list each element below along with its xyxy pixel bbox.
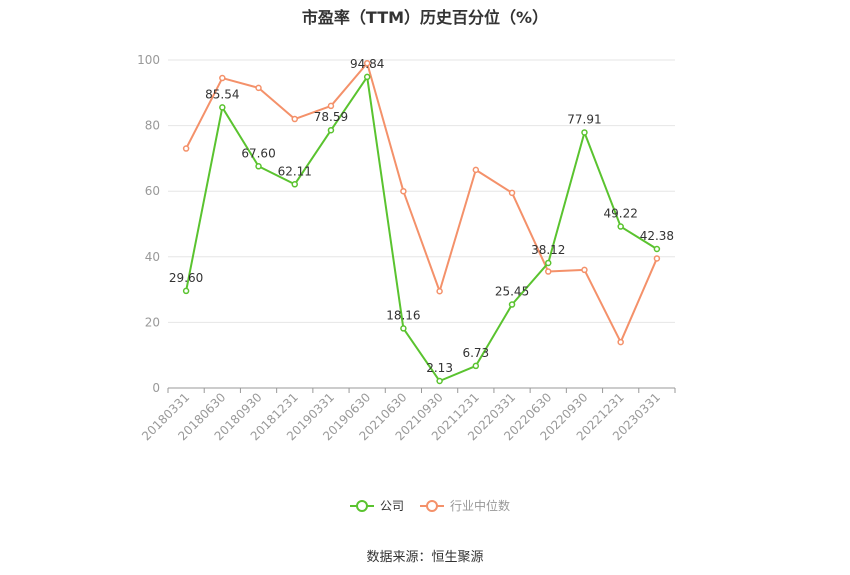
legend-marker bbox=[426, 500, 438, 512]
y-tick-label: 80 bbox=[145, 119, 160, 133]
data-point bbox=[400, 187, 407, 195]
data-point bbox=[182, 145, 190, 152]
data-point bbox=[545, 259, 552, 267]
data-point bbox=[545, 268, 552, 275]
data-point bbox=[653, 245, 661, 253]
data-point bbox=[291, 181, 298, 188]
data-point bbox=[581, 266, 588, 274]
data-point bbox=[363, 73, 371, 81]
data-label: 29.60 bbox=[169, 271, 203, 285]
data-point bbox=[363, 60, 371, 67]
data-label: 85.54 bbox=[205, 87, 239, 101]
chart-title: 市盈率（TTM）历史百分位（%） bbox=[301, 8, 549, 27]
data-point bbox=[581, 129, 588, 136]
data-source: 数据来源：恒生聚源 bbox=[366, 550, 484, 565]
data-label: 42.38 bbox=[640, 229, 674, 243]
data-label: 38.12 bbox=[531, 243, 565, 257]
data-point bbox=[255, 163, 262, 170]
data-point bbox=[327, 102, 335, 110]
data-point bbox=[472, 166, 480, 174]
data-point bbox=[255, 84, 262, 92]
series-line bbox=[185, 75, 658, 383]
data-point bbox=[508, 189, 516, 197]
data-label: 25.45 bbox=[495, 285, 529, 299]
data-point bbox=[617, 338, 624, 346]
data-point bbox=[653, 255, 661, 262]
data-point bbox=[472, 362, 480, 370]
data-label: 77.91 bbox=[567, 112, 601, 126]
y-tick-label: 0 bbox=[152, 381, 160, 395]
series-line bbox=[185, 62, 658, 344]
data-point bbox=[219, 104, 226, 111]
data-point bbox=[508, 301, 516, 308]
y-tick-label: 100 bbox=[137, 53, 160, 67]
y-tick-label: 40 bbox=[145, 250, 160, 264]
data-label: 49.22 bbox=[603, 207, 637, 221]
y-tick-label: 20 bbox=[145, 315, 160, 329]
data-point bbox=[400, 325, 407, 332]
data-point bbox=[617, 223, 624, 230]
data-label: 18.16 bbox=[386, 308, 420, 322]
data-label: 6.73 bbox=[462, 346, 489, 360]
data-label: 67.60 bbox=[241, 146, 275, 160]
legend-label: 行业中位数 bbox=[450, 498, 510, 513]
data-point bbox=[291, 115, 298, 123]
data-point bbox=[436, 377, 443, 385]
y-tick-label: 60 bbox=[145, 184, 160, 198]
data-label: 62.11 bbox=[278, 164, 312, 178]
legend-marker bbox=[356, 500, 368, 512]
data-point bbox=[219, 74, 226, 82]
data-label: 78.59 bbox=[314, 110, 348, 124]
data-label: 94.84 bbox=[350, 57, 384, 71]
data-point bbox=[327, 126, 335, 134]
data-point bbox=[182, 287, 190, 295]
data-label: 2.13 bbox=[426, 361, 453, 375]
data-point bbox=[436, 287, 443, 295]
legend-label: 公司 bbox=[380, 499, 404, 513]
